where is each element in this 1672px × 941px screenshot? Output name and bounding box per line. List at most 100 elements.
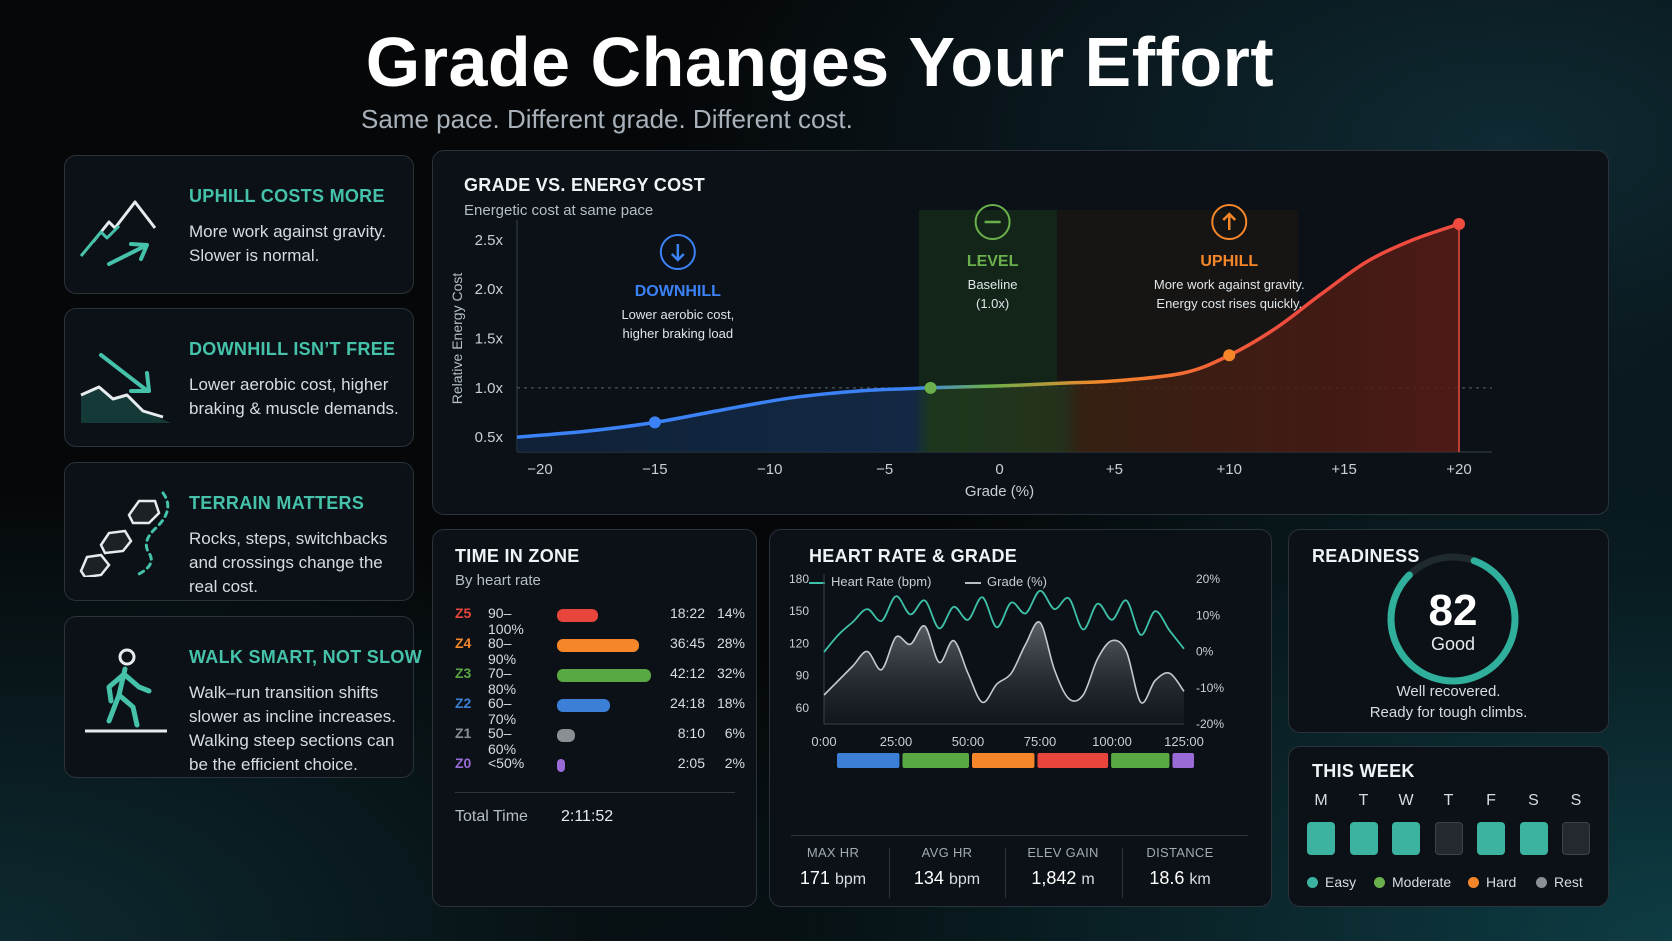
region-label: UPHILL (1200, 253, 1258, 270)
grade-y-tick: -20% (1196, 717, 1224, 731)
y-tick-label: 2.0x (475, 281, 504, 298)
stat-label: ELEV GAIN (1027, 845, 1099, 860)
stat-unit: km (1189, 871, 1211, 888)
zone-code: Z0 (455, 755, 472, 771)
hr-y-tick: 150 (789, 604, 809, 618)
hr-y-tick: 90 (796, 669, 810, 683)
tip-body: Lower aerobic cost, higher braking & mus… (189, 375, 399, 418)
legend-dot (1374, 877, 1385, 888)
legend-label: Rest (1554, 874, 1583, 890)
tip-body: More work against gravity. Slower is nor… (189, 222, 387, 265)
tip-body: Walk–run transition shifts slower as inc… (189, 683, 396, 774)
zone-range: 80–90% (488, 635, 517, 667)
zone-strip-segment (1172, 753, 1194, 768)
rocks-path-icon (79, 491, 170, 577)
zone-subtitle: By heart rate (455, 572, 541, 589)
zone-code: Z3 (455, 665, 472, 681)
tip-card-downhill: DOWNHILL ISN’T FREE Lower aerobic cost, … (64, 308, 414, 447)
hr-y-tick: 180 (789, 572, 809, 586)
zone-range: 60–70% (488, 695, 517, 727)
walking-person-icon (85, 648, 167, 733)
region-description: Energy cost rises quickly. (1156, 296, 1302, 311)
hr-x-tick: 75:00 (1024, 734, 1057, 749)
stat-number: 1,842 (1031, 868, 1082, 888)
stat-elev-gain: ELEV GAIN 1,842 m (1013, 845, 1113, 889)
x-tick-label: +20 (1446, 461, 1471, 478)
legend-dot (1536, 877, 1547, 888)
zone-title: TIME IN ZONE (455, 546, 580, 566)
grade-y-tick: -10% (1196, 681, 1224, 695)
day-cell (1349, 822, 1378, 855)
tip-card-terrain: TERRAIN MATTERS Rocks, steps, switchback… (64, 462, 414, 601)
page-subtitle: Same pace. Different grade. Different co… (361, 104, 853, 134)
week-legend-item: Moderate (1374, 874, 1451, 890)
hr-y-tick: 60 (796, 701, 810, 715)
tip-title: TERRAIN MATTERS (189, 493, 365, 513)
stats-divider (791, 835, 1248, 836)
zone-bar (557, 609, 599, 622)
zone-code: Z5 (455, 605, 472, 621)
region-description: Baseline (968, 277, 1018, 292)
x-tick-label: 0 (995, 461, 1003, 478)
stat-value: 171 bpm (783, 868, 883, 889)
hr-x-tick: 125:00 (1164, 734, 1204, 749)
zone-bar (557, 699, 610, 712)
grade-line (823, 621, 1185, 704)
tip-card-walk: WALK SMART, NOT SLOW Walk–run transition… (64, 616, 422, 778)
zone-strip-segment (1037, 753, 1109, 768)
legend-label: Easy (1325, 874, 1357, 890)
zone-strip-segment (837, 753, 900, 768)
day-cell (1562, 822, 1590, 855)
tip-title: DOWNHILL ISN’T FREE (189, 339, 396, 359)
zone-strip-segment (1111, 753, 1170, 768)
zone-code: Z1 (455, 725, 472, 741)
day-cell (1477, 822, 1505, 855)
zone-time: 2:05 (677, 755, 705, 771)
week-legend-item: Hard (1468, 874, 1516, 890)
grade-y-tick: 10% (1196, 608, 1220, 622)
legend-label: Hard (1486, 874, 1517, 890)
grade-legend-label: Grade (%) (987, 574, 1048, 589)
day-label: S (1570, 792, 1582, 809)
zone-percent: 14% (716, 605, 745, 621)
stat-label: DISTANCE (1146, 845, 1214, 860)
hr-x-tick: 100:00 (1092, 734, 1132, 749)
zone-percent: 2% (724, 755, 745, 771)
chart-title: GRADE VS. ENERGY COST (464, 175, 706, 195)
stat-avg-hr: AVG HR 134 bpm (897, 845, 997, 889)
page-title: Grade Changes Your Effort (365, 23, 1275, 101)
stat-separator (1005, 848, 1006, 898)
y-tick-label: 2.5x (475, 232, 504, 249)
week-title: THIS WEEK (1312, 761, 1415, 781)
region-label: DOWNHILL (635, 283, 721, 300)
tip-card-uphill: UPHILL COSTS MORE More work against grav… (64, 155, 414, 294)
hr-y-tick: 120 (789, 636, 809, 650)
zone-bar (557, 639, 640, 652)
stat-separator (1122, 848, 1123, 898)
time-in-zone-card: TIME IN ZONE By heart rate Total Time 2:… (432, 529, 757, 907)
stat-unit: bpm (948, 871, 981, 888)
day-label: T (1443, 792, 1454, 809)
readiness-status: Good (1430, 634, 1476, 654)
legend-dot (1307, 877, 1318, 888)
energy-line (516, 222, 1460, 439)
zone-bar (557, 669, 651, 682)
legend-dot (1468, 877, 1479, 888)
region-description: (1.0x) (976, 296, 1009, 311)
total-time-label: Total Time (455, 808, 528, 825)
readiness-card: READINESS (1288, 529, 1609, 733)
region-description: higher braking load (623, 326, 734, 341)
grade-area (824, 621, 1184, 724)
energy-area (517, 224, 1460, 452)
icon-ring (1211, 204, 1248, 240)
zone-time: 36:45 (669, 635, 705, 651)
grade-energy-chart: 0.5x 1.0x 1.5x 2.0x 2.5x −20 −15 −10 −5 0 +5 +10 +15… (449, 204, 1492, 500)
readiness-line-1: Well recovered. (1396, 683, 1501, 700)
week-legend-item: Easy (1307, 874, 1356, 890)
zone-code: Z2 (455, 695, 472, 711)
day-cell (1434, 822, 1463, 855)
x-tick-label: −15 (642, 461, 667, 478)
zone-code: Z4 (455, 635, 472, 651)
tip-title: WALK SMART, NOT SLOW (189, 647, 422, 667)
zone-strip-segment (902, 753, 969, 768)
